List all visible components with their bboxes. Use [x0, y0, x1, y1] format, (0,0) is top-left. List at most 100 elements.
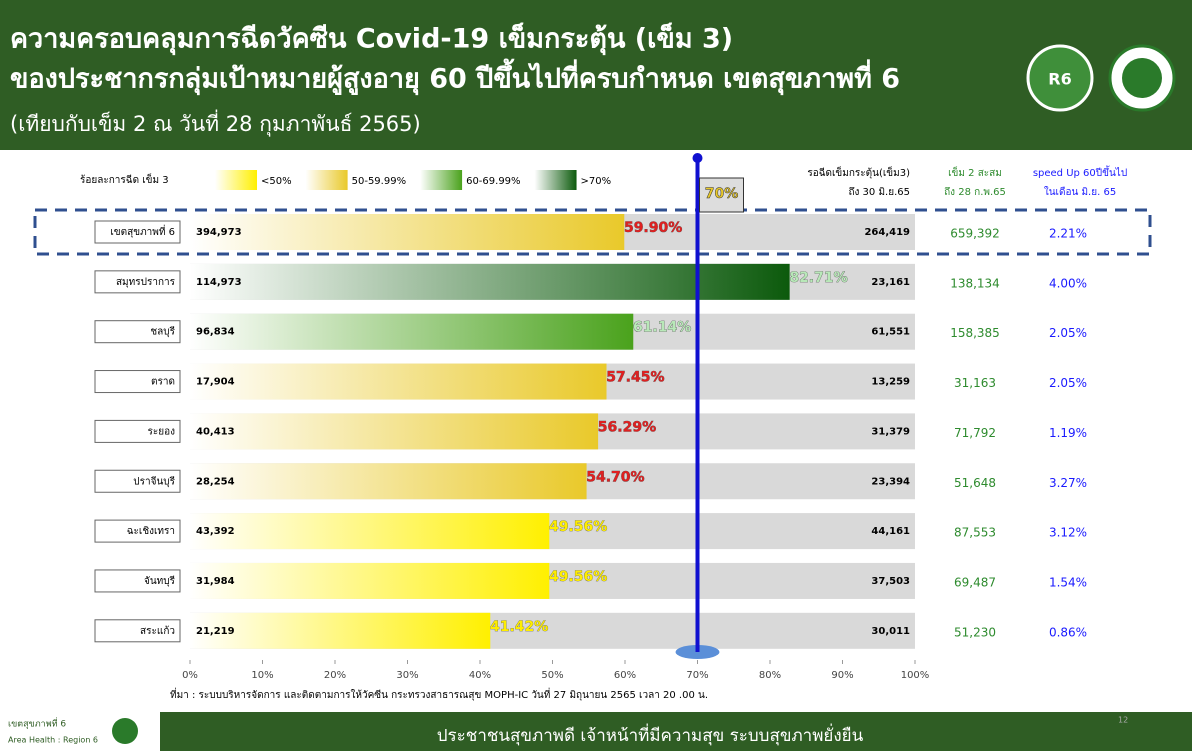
waiting-count: 37,503 — [871, 576, 910, 587]
dose3-count: 96,834 — [196, 327, 235, 338]
dose2-count: 158,385 — [950, 326, 1000, 340]
footer-left: Area Health : Region 6 — [8, 736, 98, 745]
dose2-count: 51,230 — [954, 625, 996, 639]
bar — [190, 313, 634, 350]
value-label: 59.90% — [624, 220, 682, 236]
category-label: ฉะเชิงเทรา — [127, 526, 175, 537]
value-label: 57.45% — [606, 370, 664, 386]
footer-logo — [112, 718, 138, 744]
column-header: ในเดือน มิ.ย. 65 — [1044, 186, 1116, 198]
moph-logo-inner — [1122, 58, 1162, 98]
title-line: ความครอบคลุมการฉีดวัคซีน Covid-19 เข็มกร… — [10, 21, 733, 56]
legend-label: <50% — [261, 176, 292, 187]
x-tick-label: 80% — [759, 670, 781, 681]
waiting-count: 30,011 — [871, 626, 910, 637]
column-header: รอฉีดเข็มกระตุ้น(เข็ม3) — [807, 165, 910, 179]
bar — [190, 413, 599, 450]
value-label: 49.56% — [549, 519, 607, 535]
value-label: 54.70% — [586, 469, 644, 485]
waiting-count: 23,394 — [871, 476, 910, 487]
bar — [190, 513, 550, 550]
target-knob — [692, 153, 703, 163]
column-header: ถึง 28 ก.พ.65 — [944, 186, 1006, 198]
speed-up: 4.00% — [1049, 276, 1087, 290]
dose2-count: 138,134 — [950, 276, 1000, 290]
category-label: ตราด — [151, 377, 175, 388]
footer-band — [0, 712, 1192, 751]
dose3-count: 43,392 — [196, 526, 235, 537]
speed-up: 0.86% — [1049, 625, 1087, 639]
value-label: 41.42% — [490, 619, 548, 635]
x-tick-label: 40% — [469, 670, 491, 681]
legend-title: ร้อยละการฉีด เข็ม 3 — [80, 172, 169, 186]
bar — [190, 612, 491, 649]
header-band — [0, 0, 1192, 150]
waiting-count: 31,379 — [871, 426, 910, 437]
speed-up: 3.27% — [1049, 476, 1087, 490]
x-tick-label: 0% — [182, 670, 198, 681]
category-label: เขตสุขภาพที่ 6 — [110, 224, 175, 238]
value-label: 56.29% — [598, 419, 656, 435]
value-label: 82.71% — [789, 270, 847, 286]
legend-label: 50-59.99% — [352, 176, 406, 187]
dose3-count: 28,254 — [196, 476, 235, 487]
category-box — [94, 419, 181, 443]
x-tick-label: 70% — [686, 670, 708, 681]
bar — [190, 363, 607, 400]
target-flag — [699, 177, 744, 213]
x-tick-label: 20% — [324, 670, 346, 681]
waiting-count: 23,161 — [871, 277, 910, 288]
category-label: ชลบุรี — [150, 326, 175, 338]
column-header: speed Up 60ปีขึ้นไป — [1033, 165, 1127, 179]
column-header: เข็ม 2 สะสม — [948, 165, 1002, 179]
column-header: ถึง 30 มิ.ย.65 — [848, 186, 910, 198]
dose3-count: 40,413 — [196, 426, 235, 437]
dose3-count: 31,984 — [196, 576, 235, 587]
waiting-count: 264,419 — [864, 227, 910, 238]
dose2-count: 51,648 — [954, 476, 996, 490]
category-box — [94, 619, 181, 643]
x-tick-label: 90% — [831, 670, 853, 681]
x-tick-label: 60% — [614, 670, 636, 681]
speed-up: 3.12% — [1049, 526, 1087, 540]
target-label: 70% — [705, 186, 739, 202]
subtitle: (เทียบกับเข็ม 2 ณ วันที่ 28 กุมภาพันธ์ 2… — [10, 109, 421, 137]
category-box — [94, 220, 181, 244]
footer-text: ประชาชนสุขภาพดี เจ้าหน้าที่มีความสุข ระบ… — [437, 723, 864, 746]
waiting-count: 61,551 — [871, 327, 910, 338]
dose3-count: 394,973 — [196, 227, 242, 238]
value-label: 49.56% — [549, 569, 607, 585]
legend-swatch — [215, 170, 257, 190]
speed-up: 2.05% — [1049, 326, 1087, 340]
x-tick-label: 10% — [251, 670, 273, 681]
bar — [190, 263, 790, 300]
legend-swatch — [534, 170, 577, 190]
legend-label: >70% — [581, 176, 612, 187]
category-label: สมุทรปราการ — [116, 277, 176, 288]
dose3-count: 114,973 — [196, 277, 242, 288]
dose2-count: 659,392 — [950, 227, 1000, 241]
source-note: ที่มา : ระบบบริหารจัดการ และติดตามการให้… — [170, 687, 708, 701]
dose2-count: 31,163 — [954, 376, 996, 390]
speed-up: 2.21% — [1049, 227, 1087, 241]
legend-swatch — [305, 170, 348, 190]
category-label: ปราจีนบุรี — [133, 475, 175, 487]
value-label: 61.14% — [633, 320, 691, 336]
category-box — [94, 569, 181, 593]
dose2-count: 87,553 — [954, 526, 996, 540]
speed-up: 1.54% — [1049, 575, 1087, 589]
waiting-count: 13,259 — [871, 377, 910, 388]
dose3-count: 21,219 — [196, 626, 235, 637]
page-number: 12 — [1118, 716, 1128, 725]
dose2-count: 69,487 — [954, 575, 996, 589]
category-box — [94, 270, 181, 294]
r6-logo-text: R6 — [1048, 70, 1071, 89]
bar — [190, 214, 625, 250]
title-line: ของประชากรกลุ่มเป้าหมายผู้สูงอายุ 60 ปีข… — [10, 58, 900, 96]
r6-logo — [1026, 44, 1094, 112]
x-tick-label: 30% — [396, 670, 418, 681]
speed-up: 1.19% — [1049, 426, 1087, 440]
legend-swatch — [420, 170, 463, 190]
x-tick-label: 50% — [541, 670, 563, 681]
